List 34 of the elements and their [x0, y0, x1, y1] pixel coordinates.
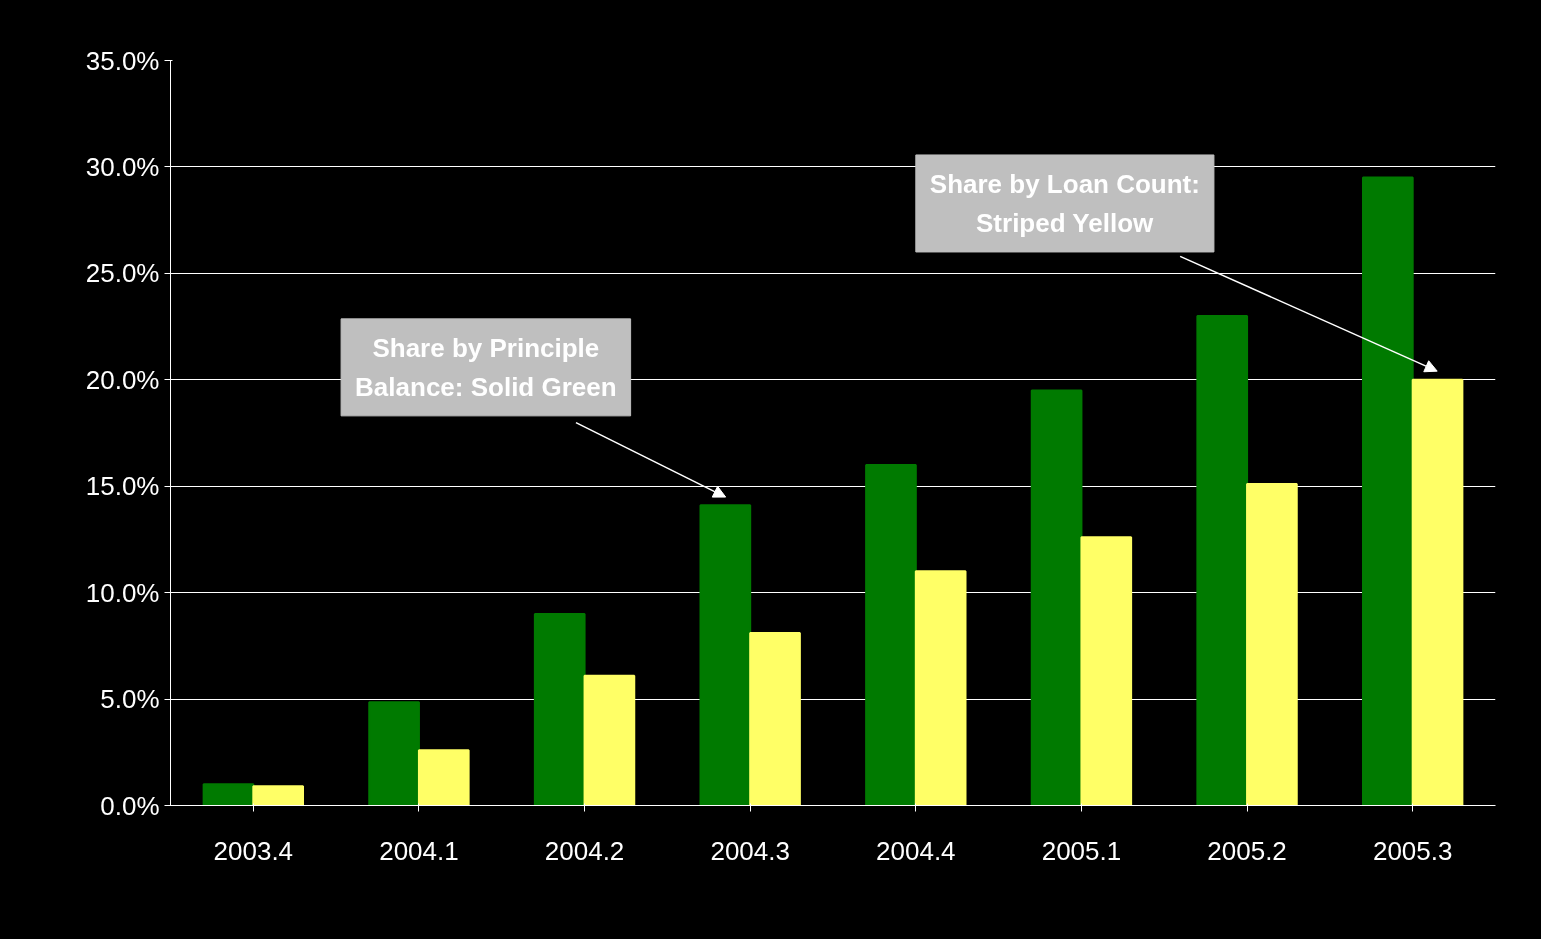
bar: [417, 749, 470, 806]
bar: [1030, 389, 1083, 806]
x-tick-label: 2004.1: [379, 835, 459, 866]
x-tick-label: 2004.2: [544, 835, 625, 866]
bar: [1411, 378, 1464, 806]
bar: [865, 463, 917, 806]
x-tick-label: 2004.3: [710, 835, 790, 866]
x-tick-label: 2005.1: [1041, 835, 1122, 866]
y-tick-label: 30.0%: [85, 151, 160, 182]
bar: [202, 783, 255, 806]
bar: [914, 570, 967, 806]
y-tick-label: 25.0%: [85, 258, 160, 289]
bar: [252, 785, 304, 806]
x-tick-label: 2005.3: [1372, 835, 1453, 866]
y-tick-label: 0.0%: [100, 790, 160, 821]
bar: [1080, 536, 1133, 806]
bar: [1246, 483, 1298, 806]
bar: [1362, 176, 1414, 806]
bar: [699, 504, 752, 806]
bar: [749, 632, 801, 806]
y-tick-label: 10.0%: [85, 577, 160, 608]
x-tick-label: 2003.4: [213, 835, 294, 866]
annotation: Share by Principle Balance: Solid Green: [355, 332, 617, 402]
y-tick-label: 35.0%: [85, 45, 160, 76]
annotation: Share by Loan Count: Striped Yellow: [929, 168, 1200, 238]
bar: [1196, 314, 1249, 806]
bar: [533, 612, 586, 806]
y-tick-label: 5.0%: [100, 684, 160, 715]
x-tick-label: 2004.4: [876, 835, 956, 866]
bar: [583, 674, 636, 806]
y-tick-label: 15.0%: [85, 471, 160, 502]
y-tick-label: 20.0%: [85, 364, 160, 395]
bar: [368, 701, 420, 806]
x-tick-label: 2005.2: [1207, 835, 1287, 866]
